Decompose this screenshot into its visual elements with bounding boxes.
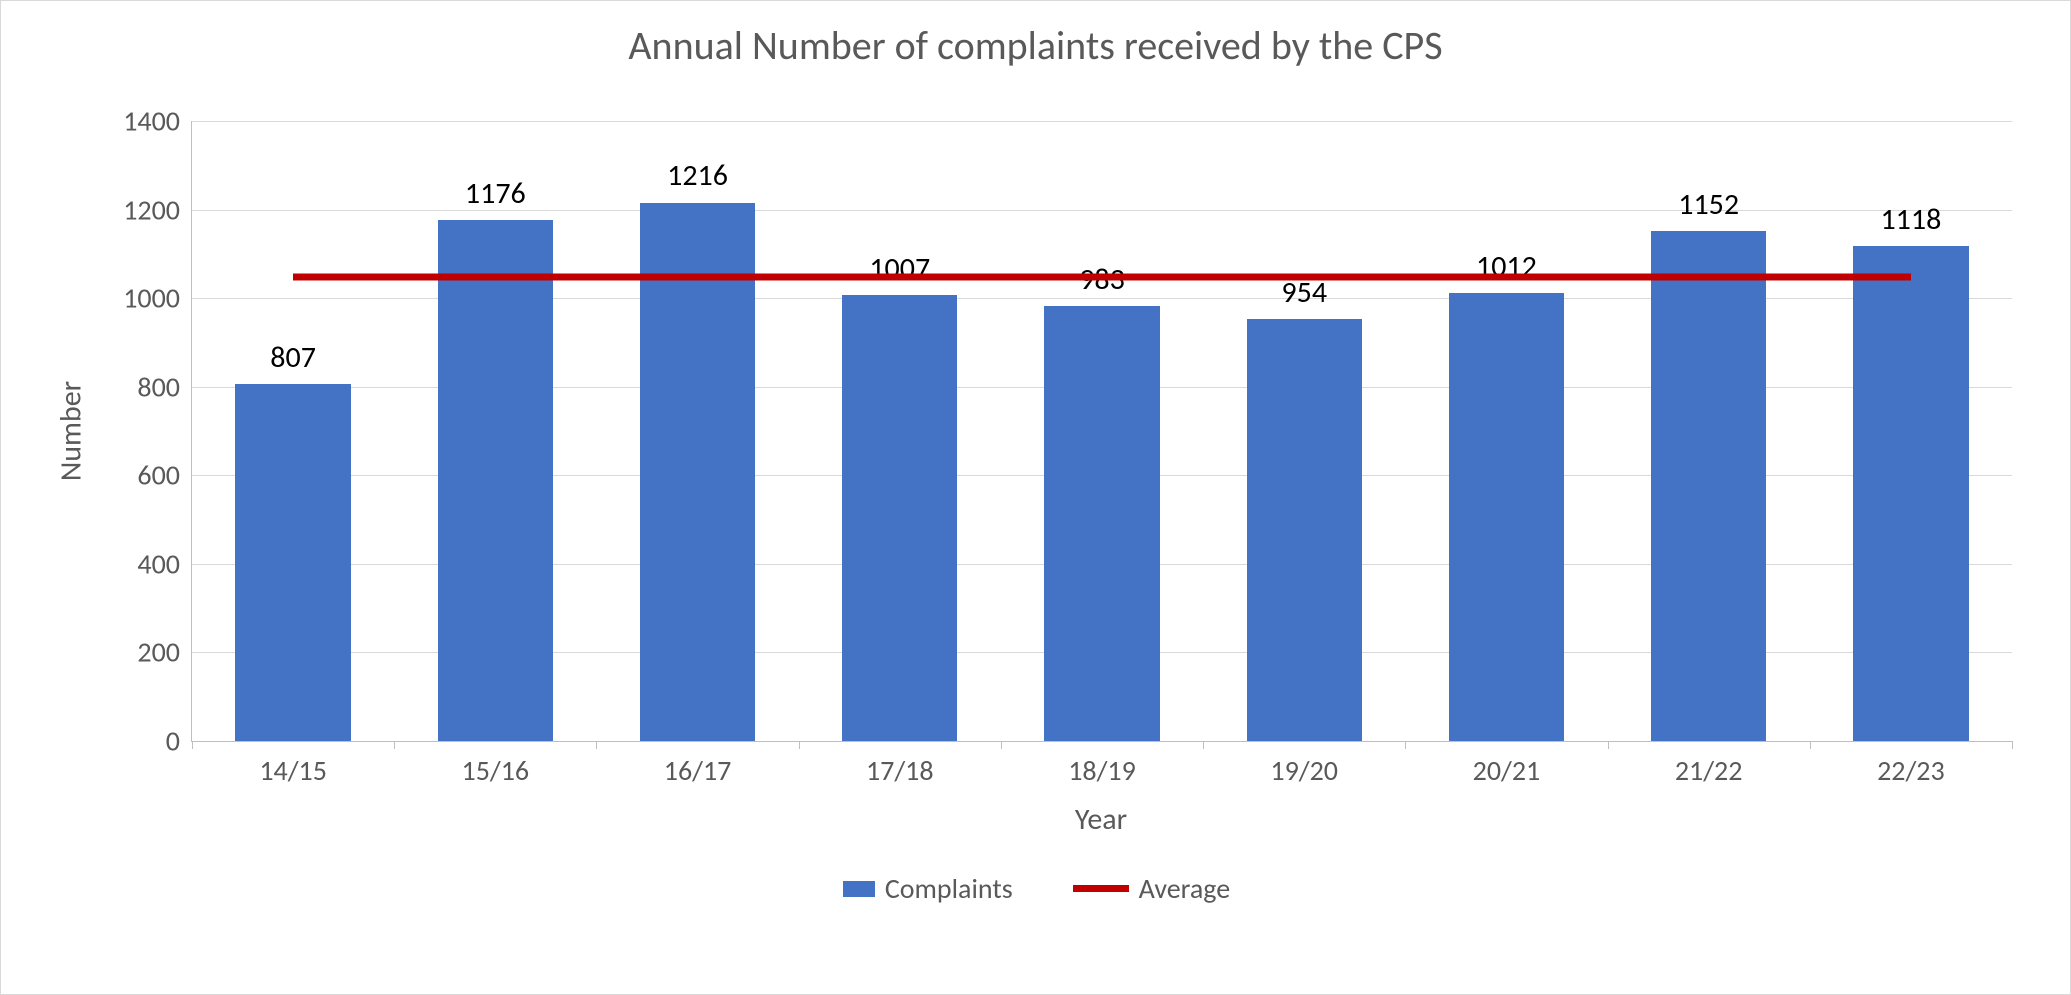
- x-tick-mark: [192, 741, 193, 749]
- average-line: [293, 274, 1911, 281]
- x-tick-label: 15/16: [462, 741, 530, 788]
- legend-item: Complaints: [843, 871, 1013, 906]
- bar-data-label: 1176: [465, 175, 526, 212]
- chart-container: Annual Number of complaints received by …: [0, 0, 2071, 995]
- x-tick-label: 14/15: [259, 741, 327, 788]
- x-tick-mark: [1405, 741, 1406, 749]
- x-axis-title: Year: [1075, 801, 1127, 838]
- x-tick-mark: [596, 741, 597, 749]
- legend-item: Average: [1073, 871, 1230, 906]
- y-tick-label: 400: [137, 546, 192, 581]
- gridline: [192, 121, 2012, 122]
- bar-data-label: 807: [270, 339, 316, 376]
- bar-data-label: 1118: [1880, 201, 1941, 238]
- bar: [1449, 293, 1564, 741]
- plot-area: 020040060080010001200140080714/15117615/…: [191, 121, 2012, 742]
- y-tick-label: 1000: [123, 281, 192, 316]
- y-tick-label: 1400: [123, 104, 192, 139]
- y-tick-label: 800: [137, 369, 192, 404]
- chart-title: Annual Number of complaints received by …: [1, 21, 2070, 70]
- x-tick-label: 19/20: [1270, 741, 1338, 788]
- bar: [1853, 246, 1968, 741]
- x-tick-mark: [1001, 741, 1002, 749]
- bar-data-label: 1152: [1678, 186, 1739, 223]
- y-axis-title: Number: [53, 381, 90, 481]
- bar: [1247, 319, 1362, 741]
- bar-data-label: 1216: [667, 157, 728, 194]
- x-tick-mark: [799, 741, 800, 749]
- bar: [438, 220, 553, 741]
- bar: [1651, 231, 1766, 741]
- x-tick-label: 21/22: [1675, 741, 1743, 788]
- x-tick-mark: [1810, 741, 1811, 749]
- x-tick-label: 16/17: [664, 741, 732, 788]
- bar: [842, 295, 957, 741]
- legend-label: Average: [1139, 871, 1230, 906]
- x-tick-mark: [2012, 741, 2013, 749]
- x-tick-label: 20/21: [1473, 741, 1541, 788]
- x-tick-label: 17/18: [866, 741, 934, 788]
- x-tick-mark: [394, 741, 395, 749]
- bar: [640, 203, 755, 742]
- legend-swatch-bar: [843, 881, 875, 897]
- y-tick-label: 600: [137, 458, 192, 493]
- x-tick-mark: [1608, 741, 1609, 749]
- y-tick-label: 0: [166, 724, 192, 759]
- legend-swatch-line: [1073, 885, 1129, 892]
- legend: Complaints Average: [1, 871, 2071, 906]
- legend-label: Complaints: [885, 871, 1013, 906]
- y-tick-label: 1200: [123, 192, 192, 227]
- bar: [1044, 306, 1159, 741]
- bar: [235, 384, 350, 741]
- x-tick-label: 18/19: [1068, 741, 1136, 788]
- y-tick-label: 200: [137, 635, 192, 670]
- bar-data-label: 1007: [869, 250, 930, 287]
- x-tick-mark: [1203, 741, 1204, 749]
- x-tick-label: 22/23: [1877, 741, 1945, 788]
